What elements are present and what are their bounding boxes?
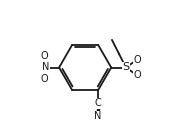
Text: C: C <box>95 98 101 108</box>
Text: S: S <box>122 63 129 72</box>
Text: O: O <box>133 70 141 80</box>
Text: O: O <box>41 74 48 84</box>
Text: N: N <box>42 63 49 72</box>
Text: O: O <box>133 55 141 65</box>
Text: N: N <box>94 111 102 121</box>
Text: O: O <box>41 51 48 61</box>
